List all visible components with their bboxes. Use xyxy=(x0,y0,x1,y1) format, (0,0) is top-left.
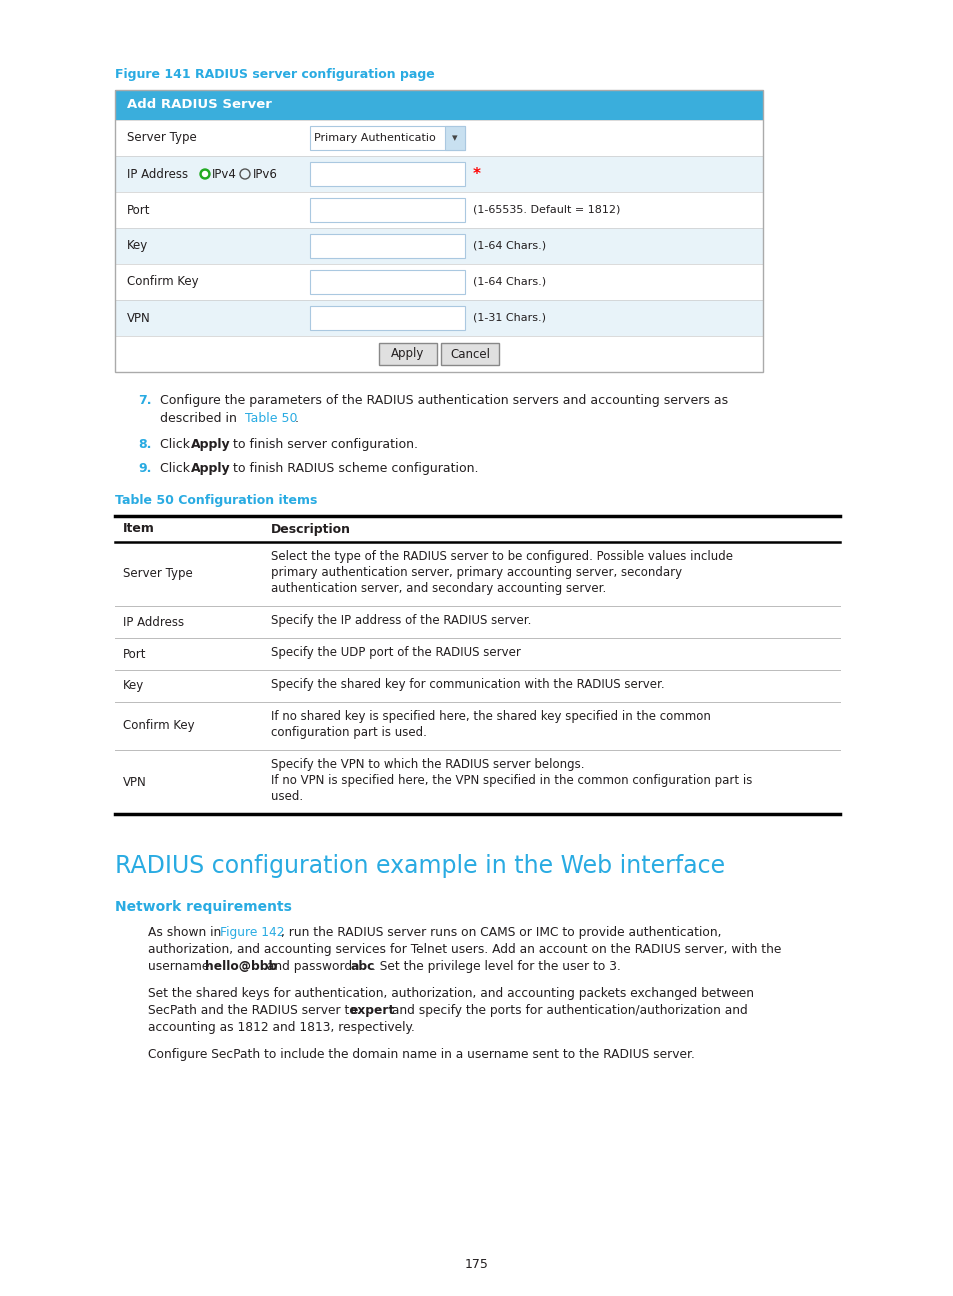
Bar xyxy=(115,264,762,299)
Bar xyxy=(115,89,762,372)
Text: (1-64 Chars.): (1-64 Chars.) xyxy=(473,277,545,286)
Text: and specify the ports for authentication/authorization and: and specify the ports for authentication… xyxy=(388,1004,747,1017)
Bar xyxy=(310,126,464,150)
Text: As shown in: As shown in xyxy=(148,927,225,940)
Text: ▾: ▾ xyxy=(452,133,457,143)
Bar xyxy=(310,270,464,294)
Text: IPv4: IPv4 xyxy=(212,167,236,180)
Bar xyxy=(115,121,762,156)
Text: IP Address: IP Address xyxy=(123,616,184,629)
Text: Cancel: Cancel xyxy=(450,347,490,360)
Text: Select the type of the RADIUS server to be configured. Possible values include: Select the type of the RADIUS server to … xyxy=(271,550,732,562)
Text: expert: expert xyxy=(350,1004,395,1017)
Bar xyxy=(444,126,464,150)
Text: configuration part is used.: configuration part is used. xyxy=(271,726,426,739)
Text: .: . xyxy=(294,412,298,425)
Text: described in: described in xyxy=(160,412,240,425)
Text: Apply: Apply xyxy=(391,347,424,360)
Text: hello@bbb: hello@bbb xyxy=(205,960,277,973)
Bar xyxy=(378,343,436,365)
Text: Item: Item xyxy=(123,522,154,535)
Bar xyxy=(115,299,762,336)
Text: SecPath and the RADIUS server to: SecPath and the RADIUS server to xyxy=(148,1004,360,1017)
Bar xyxy=(310,235,464,258)
Text: 9.: 9. xyxy=(138,461,152,476)
Text: Server Type: Server Type xyxy=(127,131,196,144)
Text: (1-65535. Default = 1812): (1-65535. Default = 1812) xyxy=(473,205,619,215)
Circle shape xyxy=(202,171,208,176)
Text: abc: abc xyxy=(351,960,375,973)
Text: Confirm Key: Confirm Key xyxy=(127,276,198,289)
Text: to finish server configuration.: to finish server configuration. xyxy=(229,438,417,451)
Bar xyxy=(115,156,762,192)
Text: Configure SecPath to include the domain name in a username sent to the RADIUS se: Configure SecPath to include the domain … xyxy=(148,1048,694,1061)
Text: VPN: VPN xyxy=(123,775,147,788)
Text: Key: Key xyxy=(127,240,148,253)
Bar xyxy=(310,306,464,330)
Text: Apply: Apply xyxy=(191,461,231,476)
Text: accounting as 1812 and 1813, respectively.: accounting as 1812 and 1813, respectivel… xyxy=(148,1021,415,1034)
Text: If no shared key is specified here, the shared key specified in the common: If no shared key is specified here, the … xyxy=(271,710,710,723)
Text: Port: Port xyxy=(127,203,151,216)
Text: Add RADIUS Server: Add RADIUS Server xyxy=(127,98,272,111)
Text: Confirm Key: Confirm Key xyxy=(123,719,194,732)
Text: Key: Key xyxy=(123,679,144,692)
Text: Click: Click xyxy=(160,438,193,451)
Text: Specify the shared key for communication with the RADIUS server.: Specify the shared key for communication… xyxy=(271,678,664,691)
Bar xyxy=(440,343,498,365)
Text: primary authentication server, primary accounting server, secondary: primary authentication server, primary a… xyxy=(271,566,681,579)
Text: Primary Authenticatio: Primary Authenticatio xyxy=(314,133,436,143)
Text: Network requirements: Network requirements xyxy=(115,899,292,914)
Text: , run the RADIUS server runs on CAMS or IMC to provide authentication,: , run the RADIUS server runs on CAMS or … xyxy=(281,927,720,940)
Text: VPN: VPN xyxy=(127,311,151,324)
Text: Specify the UDP port of the RADIUS server: Specify the UDP port of the RADIUS serve… xyxy=(271,645,520,658)
Text: IPv6: IPv6 xyxy=(253,167,277,180)
Text: used.: used. xyxy=(271,791,303,804)
Bar xyxy=(115,228,762,264)
Text: 175: 175 xyxy=(464,1258,489,1271)
Text: Set the shared keys for authentication, authorization, and accounting packets ex: Set the shared keys for authentication, … xyxy=(148,988,753,1001)
Text: authorization, and accounting services for Telnet users. Add an account on the R: authorization, and accounting services f… xyxy=(148,943,781,956)
Text: authentication server, and secondary accounting server.: authentication server, and secondary acc… xyxy=(271,582,605,595)
Text: Specify the IP address of the RADIUS server.: Specify the IP address of the RADIUS ser… xyxy=(271,614,531,627)
Text: Click: Click xyxy=(160,461,193,476)
Text: Configure the parameters of the RADIUS authentication servers and accounting ser: Configure the parameters of the RADIUS a… xyxy=(160,394,727,407)
Text: Figure 141 RADIUS server configuration page: Figure 141 RADIUS server configuration p… xyxy=(115,67,435,80)
Text: . Set the privilege level for the user to 3.: . Set the privilege level for the user t… xyxy=(372,960,620,973)
Text: Figure 142: Figure 142 xyxy=(220,927,284,940)
Text: Description: Description xyxy=(271,522,351,535)
Bar xyxy=(115,89,762,121)
Text: Specify the VPN to which the RADIUS server belongs.: Specify the VPN to which the RADIUS serv… xyxy=(271,758,584,771)
Bar xyxy=(115,192,762,228)
Text: Port: Port xyxy=(123,648,147,661)
Text: Server Type: Server Type xyxy=(123,568,193,581)
Text: (1-64 Chars.): (1-64 Chars.) xyxy=(473,241,545,251)
Text: and password: and password xyxy=(263,960,355,973)
Text: *: * xyxy=(473,166,480,181)
Text: RADIUS configuration example in the Web interface: RADIUS configuration example in the Web … xyxy=(115,854,724,877)
Text: to finish RADIUS scheme configuration.: to finish RADIUS scheme configuration. xyxy=(229,461,478,476)
Bar xyxy=(310,198,464,222)
Text: 8.: 8. xyxy=(138,438,152,451)
Text: Table 50 Configuration items: Table 50 Configuration items xyxy=(115,494,317,507)
Text: Table 50: Table 50 xyxy=(245,412,297,425)
Text: If no VPN is specified here, the VPN specified in the common configuration part : If no VPN is specified here, the VPN spe… xyxy=(271,774,752,787)
Text: username: username xyxy=(148,960,213,973)
Text: IP Address: IP Address xyxy=(127,167,192,180)
Text: 7.: 7. xyxy=(138,394,152,407)
Circle shape xyxy=(200,168,210,179)
Bar xyxy=(310,162,464,187)
Text: Apply: Apply xyxy=(191,438,231,451)
Text: (1-31 Chars.): (1-31 Chars.) xyxy=(473,314,545,323)
